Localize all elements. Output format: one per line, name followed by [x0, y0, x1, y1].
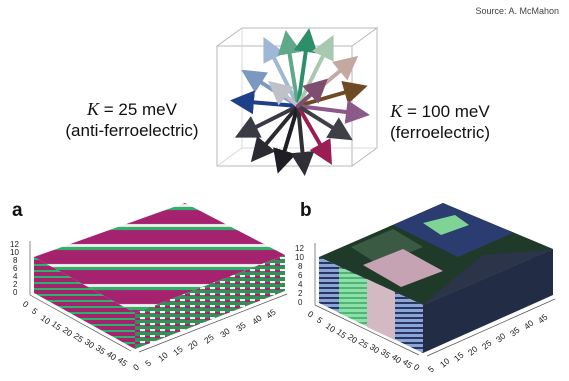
lattice-plot-a: 12 10 8 6 4 2 0 0 5 10 15 20 25 30 35 40…: [10, 203, 288, 373]
top-domain-green: [351, 229, 423, 265]
lattice-plot-b: 12 10 8 6 4 2 0 0 5 10 15 20 25 30 35 40…: [295, 203, 556, 375]
front-domain-pink: [367, 279, 395, 340]
source-credit: Source: A. McMahon: [475, 6, 559, 16]
right-tick: 30: [494, 331, 508, 345]
axes-b: [314, 243, 556, 357]
side-face-b: [423, 249, 553, 353]
right-tick: 25: [202, 332, 216, 346]
right-tick: 15: [452, 350, 466, 364]
right-tick: 20: [466, 344, 480, 358]
top-face-a: [34, 203, 285, 313]
z-tick: 8: [13, 256, 18, 265]
right-tick: 5: [426, 364, 436, 375]
z-tick: 0: [13, 288, 18, 297]
ferroelectric-label: K = 100 meV (ferroelectric): [360, 101, 520, 143]
right-tick: 30: [218, 326, 232, 340]
k-symbol: K: [390, 101, 403, 121]
front-tick: 5: [30, 306, 40, 317]
front-tick: 5: [315, 315, 325, 326]
dipole-arrows: [230, 28, 370, 176]
right-tick: 10: [438, 356, 452, 370]
right-tick: 25: [480, 338, 494, 352]
right-tick: 10: [156, 350, 170, 364]
top-domain-pink: [363, 249, 443, 287]
k-symbol: K: [87, 99, 100, 119]
z-tick: 8: [298, 262, 303, 271]
z-tick: 2: [13, 280, 18, 289]
front-tick: 0: [306, 309, 316, 320]
k-value-right: K = 100 meV: [360, 101, 520, 122]
front-tick: 0: [21, 299, 31, 310]
right-tick: 15: [171, 344, 185, 358]
right-tick: 35: [234, 320, 248, 334]
axes-a: [29, 241, 288, 353]
z-ticks-a: 12 10 8 6 4 2 0: [10, 240, 19, 297]
z-tick: 2: [298, 289, 303, 298]
right-tick: 40: [522, 318, 536, 332]
z-tick: 4: [298, 280, 303, 289]
k-value-text: = 100 meV: [402, 102, 490, 121]
front-tick: 45: [116, 355, 130, 369]
right-tick: 45: [264, 307, 278, 321]
right-tick: 20: [186, 338, 200, 352]
z-tick: 6: [13, 264, 18, 273]
top-domain-lightgreen: [423, 215, 469, 235]
front-face-a: [34, 257, 135, 349]
right-tick: 0: [131, 362, 141, 373]
z-tick: 6: [298, 271, 303, 280]
z-tick: 10: [10, 248, 19, 257]
anti-ferroelectric-label: K = 25 meV (anti-ferroelectric): [52, 99, 212, 141]
z-tick: 12: [295, 244, 304, 253]
dipole-vector-cube: [215, 27, 379, 176]
right-tick: 35: [508, 325, 522, 339]
right-tick: 5: [143, 358, 153, 369]
z-tick: 12: [10, 240, 19, 249]
side-face-a: [135, 255, 285, 349]
panel-a-letter: a: [12, 200, 23, 221]
z-tick: 4: [13, 272, 18, 281]
phase-right: (ferroelectric): [389, 123, 491, 142]
front-tick: 0: [412, 362, 422, 373]
k-value-left: K = 25 meV: [52, 99, 212, 120]
right-tick: 45: [536, 312, 550, 326]
panel-b-letter: b: [300, 200, 312, 221]
phase-left: (anti-ferroelectric): [65, 121, 199, 140]
right-tick: 40: [250, 313, 264, 327]
k-value-text: = 25 meV: [99, 100, 177, 119]
z-tick: 10: [295, 253, 304, 262]
z-ticks-b: 12 10 8 6 4 2 0: [295, 244, 304, 307]
z-tick: 0: [298, 298, 303, 307]
